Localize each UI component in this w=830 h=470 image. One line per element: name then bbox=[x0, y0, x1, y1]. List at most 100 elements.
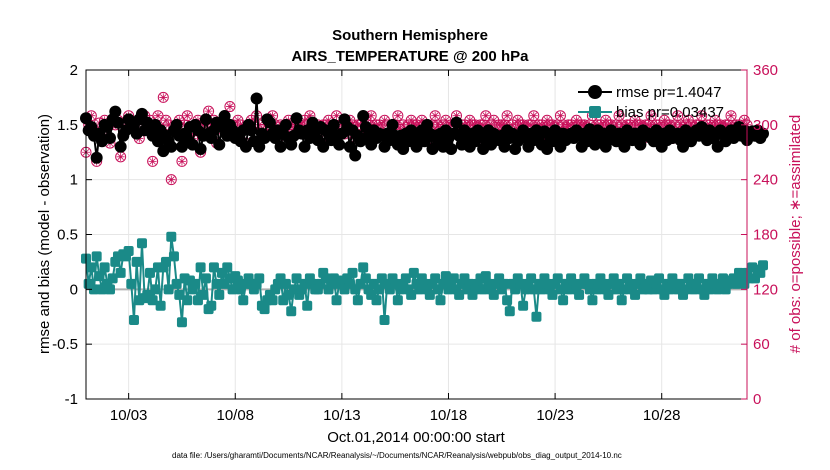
obs-asterisk bbox=[183, 111, 192, 120]
bias-point bbox=[104, 284, 115, 295]
bias-point bbox=[163, 284, 174, 295]
rmse-point bbox=[298, 140, 311, 153]
rmse-point bbox=[263, 116, 276, 129]
bias-point bbox=[91, 251, 102, 262]
bias-point bbox=[99, 262, 110, 273]
bias-point bbox=[302, 300, 313, 311]
bias-point bbox=[371, 295, 382, 306]
rmse-point bbox=[450, 116, 463, 129]
bias-point bbox=[448, 273, 459, 284]
obs-circle bbox=[528, 110, 540, 122]
bias-point bbox=[131, 256, 142, 267]
rmse-point bbox=[135, 107, 148, 120]
bias-point bbox=[358, 262, 369, 273]
obs-asterisk bbox=[697, 111, 706, 120]
rmse-point bbox=[245, 124, 258, 137]
bias-point bbox=[206, 300, 217, 311]
y-right-tick-label: 300 bbox=[753, 117, 778, 134]
rmse-point bbox=[349, 149, 362, 162]
bias-point bbox=[347, 267, 358, 278]
bias-point bbox=[126, 278, 137, 289]
bias-point bbox=[392, 295, 403, 306]
obs-asterisk bbox=[647, 111, 656, 120]
y-left-tick-label: -0.5 bbox=[52, 336, 78, 353]
obs-asterisk bbox=[332, 111, 341, 120]
obs-asterisk bbox=[225, 102, 234, 111]
bias-point bbox=[757, 260, 768, 271]
bias-point bbox=[291, 273, 302, 284]
obs-circle bbox=[645, 110, 657, 122]
obs-asterisk bbox=[164, 120, 173, 129]
obs-asterisk bbox=[159, 93, 168, 102]
bias-point bbox=[176, 317, 187, 328]
bias-point bbox=[160, 256, 171, 267]
bias-point bbox=[174, 289, 185, 300]
rmse-point bbox=[114, 140, 127, 153]
obs-point bbox=[725, 110, 737, 122]
bias-point bbox=[227, 284, 238, 295]
bias-point bbox=[211, 278, 222, 289]
rmse-point bbox=[445, 142, 458, 155]
y-axis-right: 360 300 240 180 120 60 0 bbox=[741, 62, 778, 408]
y-right-tick-label: 360 bbox=[753, 62, 778, 79]
obs-asterisk bbox=[199, 120, 208, 129]
rmse-point bbox=[279, 118, 292, 131]
obs-circle bbox=[157, 91, 169, 103]
y-axis-left-label: rmse and bias (model - observation) bbox=[36, 114, 53, 354]
bias-point bbox=[406, 289, 417, 300]
obs-asterisk bbox=[727, 111, 736, 120]
obs-circle bbox=[176, 155, 188, 167]
bias-point bbox=[424, 289, 435, 300]
data-file-footnote: data file: /Users/gharamti/Documents/NCA… bbox=[172, 451, 622, 460]
y-left-tick-label: -1 bbox=[65, 391, 78, 408]
bias-point bbox=[136, 238, 147, 249]
bias-point bbox=[502, 295, 513, 306]
bias-point bbox=[94, 271, 105, 282]
obs-asterisk bbox=[481, 111, 490, 120]
obs-asterisk bbox=[596, 120, 605, 129]
bias-point bbox=[267, 295, 278, 306]
obs-asterisk bbox=[268, 111, 277, 120]
obs-asterisk bbox=[503, 111, 512, 120]
rmse-point bbox=[213, 138, 226, 151]
obs-asterisk bbox=[177, 157, 186, 166]
bias-point bbox=[86, 262, 97, 273]
rmse-point bbox=[386, 118, 399, 131]
bias-point bbox=[259, 304, 270, 315]
rmse-point bbox=[199, 113, 212, 126]
bias-point bbox=[518, 300, 529, 311]
bias-point bbox=[352, 295, 363, 306]
x-tick-label: 10/03 bbox=[110, 407, 148, 424]
rmse-point bbox=[103, 131, 116, 144]
bias-point bbox=[603, 289, 614, 300]
obs-point bbox=[392, 110, 404, 122]
bias-point bbox=[504, 306, 515, 317]
obs-circle bbox=[501, 110, 513, 122]
rmse-point bbox=[253, 140, 266, 153]
bias-point bbox=[440, 271, 451, 282]
rmse-point bbox=[109, 105, 122, 118]
bias-point bbox=[168, 251, 179, 262]
bias-point bbox=[630, 289, 641, 300]
obs-asterisk bbox=[655, 120, 664, 129]
obs-circle bbox=[725, 110, 737, 122]
obs-point bbox=[501, 110, 513, 122]
obs-point bbox=[165, 174, 177, 186]
bias-point bbox=[526, 273, 537, 284]
obs-asterisk bbox=[116, 152, 125, 161]
obs-asterisk bbox=[644, 120, 653, 129]
obs-asterisk bbox=[508, 120, 517, 129]
bias-point bbox=[360, 273, 371, 284]
obs-circle bbox=[147, 155, 159, 167]
bias-point bbox=[374, 284, 385, 295]
bias-point bbox=[214, 289, 225, 300]
obs-asterisk bbox=[673, 111, 682, 120]
rmse-point bbox=[498, 140, 511, 153]
bias-point bbox=[499, 278, 510, 289]
bias-point bbox=[200, 273, 211, 284]
obs-asterisk bbox=[500, 120, 509, 129]
legend: rmse pr=1.4047 bias pr=0.03437 bbox=[578, 84, 724, 121]
bias-point bbox=[552, 273, 563, 284]
obs-asterisk bbox=[567, 120, 576, 129]
rmse-point bbox=[327, 118, 340, 131]
